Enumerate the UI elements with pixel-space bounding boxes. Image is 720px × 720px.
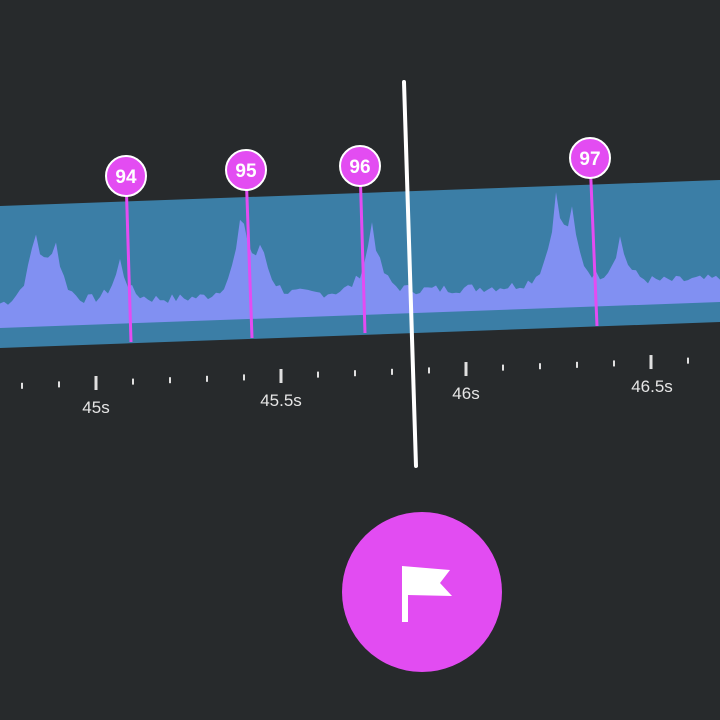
time-label: 46.5s bbox=[631, 377, 673, 396]
marker-stem bbox=[244, 169, 254, 339]
marker-label: 94 bbox=[115, 167, 137, 188]
add-marker-button[interactable] bbox=[342, 512, 502, 672]
marker-pin bbox=[105, 155, 147, 197]
time-label: 45s bbox=[82, 398, 109, 417]
marker-stem bbox=[124, 175, 133, 343]
flag-icon[interactable] bbox=[402, 566, 452, 622]
marker-pin bbox=[339, 145, 381, 187]
playhead bbox=[402, 80, 418, 468]
marker-stem bbox=[588, 157, 599, 327]
time-ruler: 45s 45.5s 46s 46.5s bbox=[21, 355, 689, 417]
waveform bbox=[0, 192, 720, 328]
time-label: 46s bbox=[452, 384, 479, 403]
marker-label: 97 bbox=[579, 149, 600, 170]
marker-pin bbox=[225, 149, 267, 191]
time-label: 45.5s bbox=[260, 391, 302, 410]
marker-pin bbox=[569, 137, 611, 179]
marker-layer: 94 95 96 97 bbox=[105, 137, 611, 343]
waveform-shape bbox=[0, 192, 720, 328]
marker-label: 95 bbox=[235, 161, 257, 182]
marker-stem bbox=[358, 165, 367, 334]
marker-label: 96 bbox=[349, 157, 370, 178]
